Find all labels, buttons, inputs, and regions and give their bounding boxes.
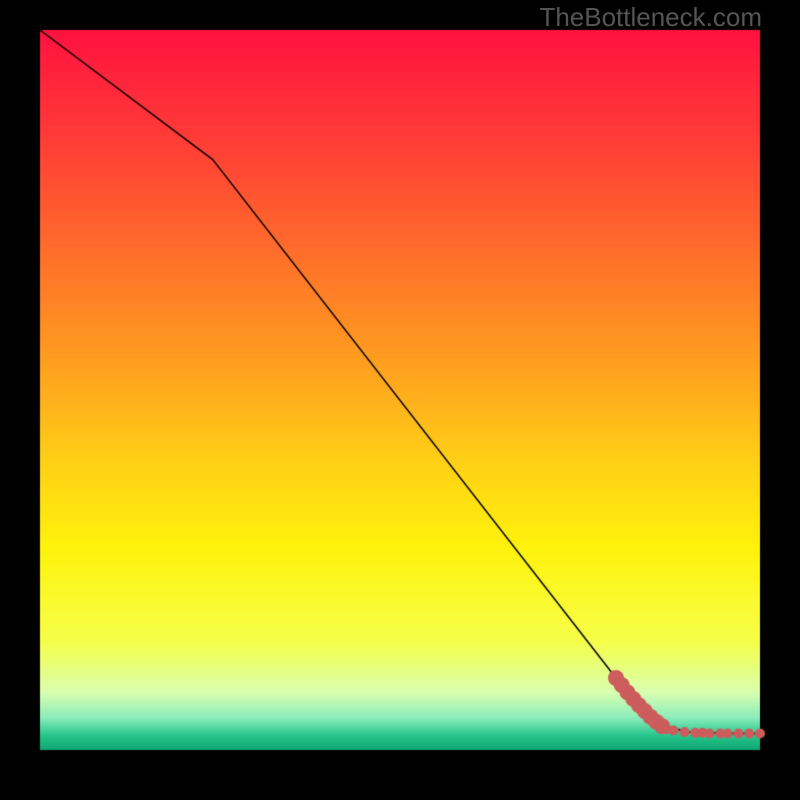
bottleneck-chart-canvas: [0, 0, 800, 800]
chart-root: TheBottleneck.com: [0, 0, 800, 800]
